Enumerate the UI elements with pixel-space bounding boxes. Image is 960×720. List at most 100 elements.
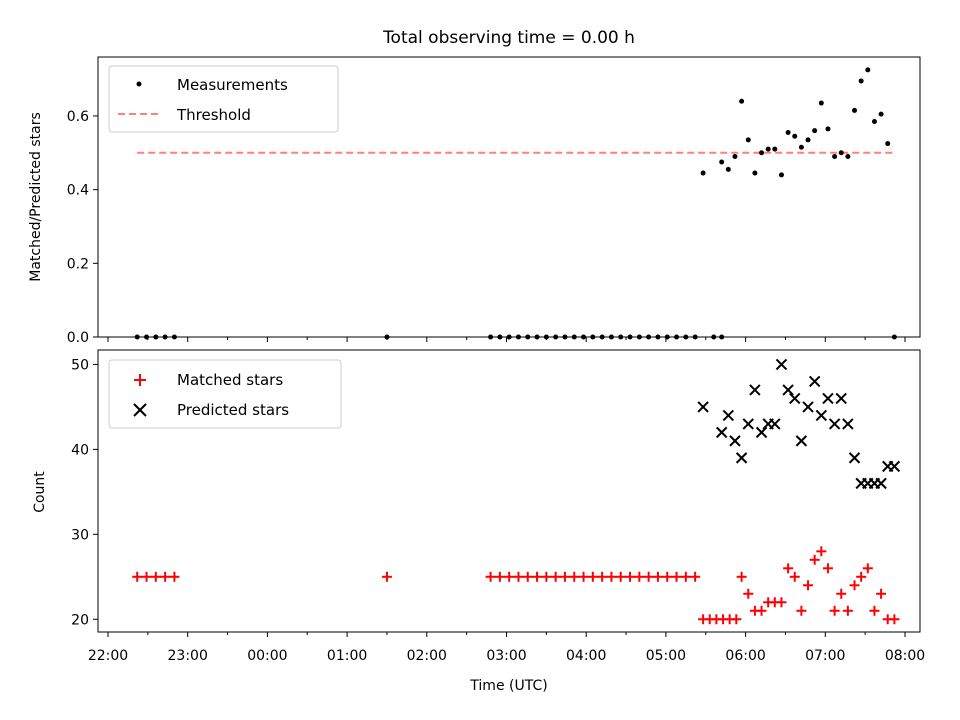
bottom-x-tick-label: 00:00 (247, 648, 287, 664)
bottom-x-tick-label: 02:00 (407, 648, 447, 664)
bottom-axes-frame (97, 349, 921, 633)
predicted-star-b (795, 435, 808, 447)
matched-star-point (796, 605, 807, 616)
predicted-star-b (888, 460, 901, 473)
predicted-star-point (828, 418, 841, 430)
bottom-x-tick-label: 06:00 (725, 648, 765, 664)
legend-marker-predicted-stars (133, 403, 147, 417)
measurement-point (858, 78, 864, 84)
matched-star-point (842, 605, 853, 616)
top-y-tick-label: 0.0 (67, 330, 89, 346)
predicted-star-point (875, 477, 887, 490)
top-y-tick-label: 0.6 (67, 109, 89, 125)
top-y-tick-label: 0.4 (67, 183, 89, 199)
measurement-point (745, 137, 751, 143)
predicted-star-point (888, 460, 901, 473)
measurement-point (885, 141, 891, 147)
top-legend-frame (108, 65, 339, 133)
matched-star-point (876, 588, 887, 599)
measurement-point (772, 146, 778, 152)
bottom-x-tick-label: 23:00 (168, 648, 208, 664)
bottom-series (132, 358, 901, 625)
bottom-y-ticks: 20 30 40 50 (71, 357, 98, 628)
x-axis-label: Time (UTC) (469, 678, 547, 694)
measurement-point (852, 107, 858, 113)
matched-star-point (849, 580, 860, 591)
legend-label-matched-stars: Matched stars (177, 371, 283, 389)
predicted-star-b (735, 452, 748, 464)
predicted-star-point (697, 401, 709, 413)
matched-star-point (803, 580, 814, 591)
predicted-star-point (848, 452, 861, 464)
predicted-star-b (789, 392, 801, 405)
matched-star-point (485, 571, 496, 582)
predicted-star-b (835, 392, 847, 405)
matched-star-point (836, 588, 847, 599)
matched-star-point (587, 571, 598, 582)
matched-star-point (504, 571, 515, 582)
measurement-point (765, 146, 771, 152)
measurement-point (825, 126, 831, 132)
matched-star-point (889, 614, 900, 625)
predicted-star-b (802, 401, 814, 413)
chart-title: Total observing time = 0.00 h (382, 28, 635, 48)
matched-star-point (494, 571, 505, 582)
matched-star-point (829, 605, 840, 616)
matched-star-point (597, 571, 608, 582)
predicted-star-b (742, 418, 754, 430)
predicted-star-point (782, 384, 794, 396)
measurement-point (832, 153, 838, 159)
matched-star-point (141, 571, 152, 582)
predicted-star-point (775, 358, 788, 371)
predicted-star-point (808, 375, 821, 388)
predicted-star-point (802, 401, 814, 413)
matched-star-point (756, 605, 767, 616)
predicted-star-b (842, 418, 854, 430)
predicted-star-point (729, 435, 741, 447)
top-y-axis-label: Matched/Predicted stars (28, 112, 44, 282)
measurement-point (845, 153, 851, 159)
predicted-star-point (722, 409, 735, 422)
legend-label-measurements: Measurements (177, 76, 288, 94)
measurement-point (871, 118, 877, 124)
matched-star-point (856, 571, 867, 582)
predicted-star-b (815, 409, 828, 422)
matched-star-point (776, 597, 787, 608)
legend-label-threshold: Threshold (176, 106, 251, 124)
measurement-point (719, 159, 725, 165)
matched-star-point (160, 571, 171, 582)
measurement-point (732, 153, 738, 159)
measurement-point (865, 67, 871, 73)
matched-star-point (615, 571, 626, 582)
measurement-point (725, 166, 731, 172)
predicted-star-point (742, 418, 754, 430)
predicted-star-point (735, 452, 748, 464)
measurement-point (812, 128, 818, 134)
predicted-star-b (828, 418, 841, 430)
predicted-star-point (755, 426, 768, 439)
matched-star-point (652, 571, 663, 582)
matched-star-point (150, 571, 161, 582)
matched-star-point (578, 571, 589, 582)
bottom-y-tick-label: 20 (71, 612, 89, 628)
measurement-point (792, 133, 798, 139)
measurement-point (759, 150, 765, 156)
matched-star-point (789, 571, 800, 582)
predicted-star-point (815, 409, 828, 422)
matched-star-point (169, 571, 180, 582)
measurement-point (778, 172, 784, 178)
matched-star-point (869, 605, 880, 616)
matched-star-point (643, 571, 654, 582)
matched-star-point (522, 571, 533, 582)
bottom-legend: Matched stars Predicted stars (108, 359, 342, 429)
bottom-x-tick-label: 05:00 (646, 648, 686, 664)
matched-star-point (532, 571, 543, 582)
matched-star-point (132, 571, 143, 582)
matched-star-point (569, 571, 580, 582)
top-axes-frame (97, 56, 921, 338)
predicted-star-b (782, 384, 794, 396)
legend-marker-matched-stars (134, 374, 146, 386)
matched-star-point (634, 571, 645, 582)
bottom-axes: 20 30 40 50 22:00 23:00 00:00 01:00 02:00 03:00 0… (32, 349, 925, 694)
